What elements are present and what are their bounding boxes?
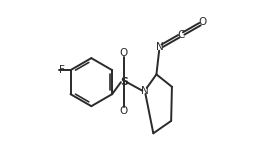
Text: F: F: [59, 65, 65, 75]
Text: C: C: [178, 30, 185, 40]
Text: O: O: [120, 49, 128, 58]
Text: N: N: [156, 42, 163, 52]
Text: O: O: [120, 106, 128, 116]
Text: O: O: [199, 18, 207, 27]
Text: S: S: [120, 77, 128, 87]
Text: N: N: [141, 86, 149, 96]
